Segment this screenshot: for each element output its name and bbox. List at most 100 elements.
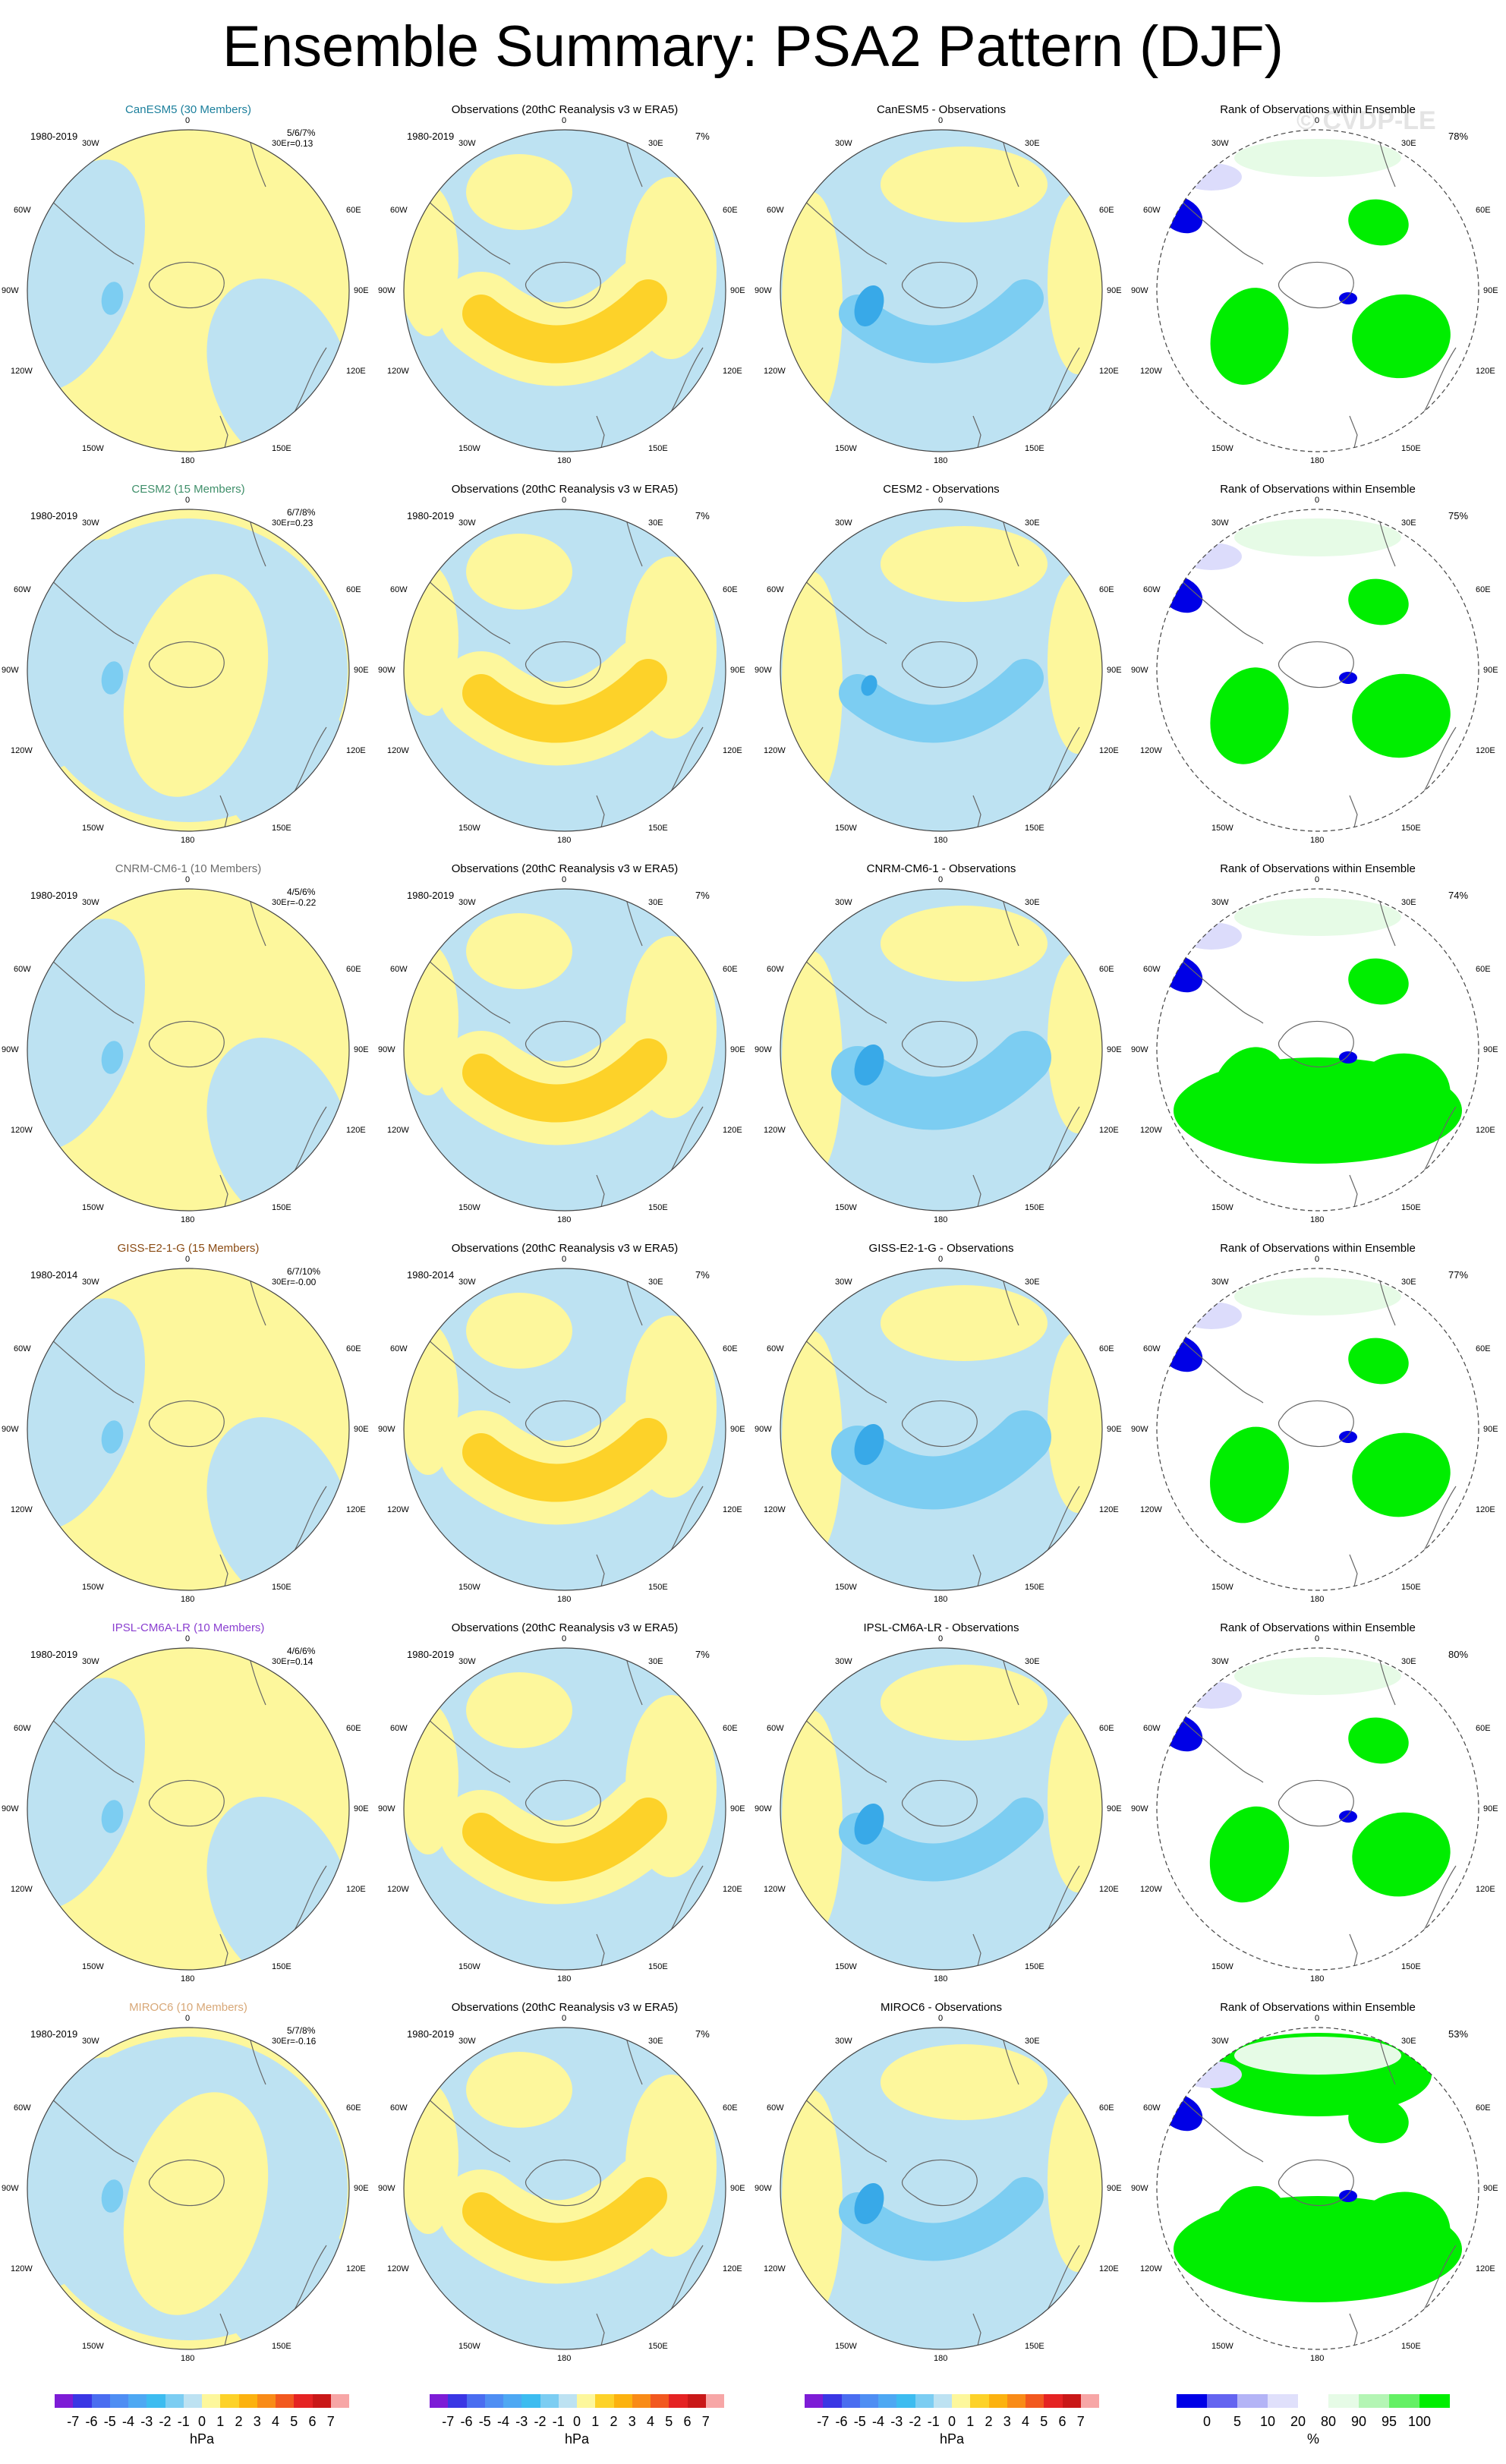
variance-spread: 4/5/6% [287, 887, 316, 897]
colorbar-swatch [257, 2394, 276, 2408]
longitude-label-left-lower: 120W [764, 746, 786, 755]
longitude-label-left: 90W [1131, 666, 1148, 675]
map-panel-model: MIROC6 (10 Members) 1980-2019 5/7/8% r=-0.1… [0, 1995, 376, 2376]
longitude-label-upper-right: 30E [272, 1278, 287, 1287]
australia-coastline [668, 2245, 704, 2314]
colorbar-swatch [202, 2394, 221, 2408]
longitude-label-bottom: 180 [934, 1974, 948, 1983]
map-panel-rank: Rank of Observations within Ensemble 74% 0… [1130, 856, 1506, 1237]
longitude-label-top: 0 [1315, 2014, 1320, 2023]
longitude-label-lower-right: 150E [1401, 824, 1421, 833]
map-boundary [403, 1647, 726, 1971]
longitude-label-left: 90W [2, 2184, 19, 2193]
polar-map [403, 888, 726, 1212]
colorbar-row: -7 -6 -5 -4 -3 -2 -1 0 1 2 3 4 5 6 7 hPa -7 -6 -5 -4 -3 -2 -1 0… [0, 2391, 1506, 2464]
map-field [27, 1268, 349, 1590]
new-zealand-coastline [1349, 2313, 1358, 2346]
antarctica-coastline [901, 261, 978, 309]
longitude-label-left-upper: 60W [767, 1344, 784, 1353]
longitude-label-right-upper: 60E [1476, 2103, 1491, 2113]
panel-title: Rank of Observations within Ensemble [1220, 1242, 1416, 1255]
longitude-label-left-upper: 60W [14, 1724, 31, 1733]
longitude-label-lower-left: 150W [458, 1962, 480, 1971]
analysis-period: 1980-2014 [30, 1269, 78, 1281]
longitude-label-left-upper: 60W [390, 2103, 408, 2113]
colorbar-swatch [669, 2394, 688, 2408]
new-zealand-coastline [596, 795, 605, 828]
map-boundary [27, 2027, 350, 2350]
longitude-label-left-upper: 60W [390, 206, 408, 215]
longitude-label-left-lower: 120W [387, 1505, 409, 1514]
colorbar-tick-label: 3 [253, 2414, 261, 2429]
longitude-label-lower-left: 150W [835, 1203, 857, 1212]
colorbar-swatch [823, 2394, 842, 2408]
longitude-label-upper-right: 30E [648, 139, 663, 148]
rank-percent: 74% [1448, 890, 1469, 901]
longitude-label-top: 0 [1315, 1634, 1320, 1643]
map-field [404, 2028, 726, 2349]
longitude-label-lower-left: 150W [458, 2342, 480, 2351]
panel-title: Rank of Observations within Ensemble [1220, 1621, 1416, 1634]
longitude-label-right-lower: 120E [1476, 1505, 1495, 1514]
antarctica-coastline [901, 1400, 978, 1448]
polar-map [403, 129, 726, 452]
high-rank-region [1348, 1717, 1409, 1764]
longitude-label-upper-left: 30W [1211, 1278, 1229, 1287]
high-rank-light-region [1234, 518, 1401, 556]
new-zealand-coastline [219, 1174, 228, 1208]
map-field [404, 509, 726, 831]
longitude-label-left: 90W [378, 286, 395, 295]
australia-coastline [668, 1486, 704, 1555]
panel-title: IPSL-CM6A-LR (10 Members) [112, 1621, 265, 1634]
longitude-label-left-upper: 60W [14, 2103, 31, 2113]
negative-anomaly-core [101, 1420, 124, 1454]
longitude-label-lower-right: 150E [1025, 1203, 1044, 1212]
variance-stats: 5/7/8% r=-0.16 [287, 2025, 316, 2047]
longitude-label-left-upper: 60W [1143, 585, 1161, 594]
longitude-label-right-lower: 120E [1476, 1126, 1495, 1135]
longitude-label-left-upper: 60W [767, 206, 784, 215]
longitude-label-left-lower: 120W [764, 1885, 786, 1894]
pattern-correlation: r=-0.22 [287, 897, 317, 908]
australia-coastline [668, 347, 704, 417]
analysis-period: 1980-2019 [30, 510, 78, 521]
negative-difference-band [839, 2177, 1044, 2261]
positive-difference-region [1048, 572, 1102, 754]
longitude-label-left-lower: 120W [1140, 1505, 1162, 1514]
colorbar-tick-label: 2 [985, 2414, 993, 2429]
longitude-label-left: 90W [755, 1045, 772, 1054]
variance-stats: 4/5/6% r=-0.22 [287, 887, 316, 908]
colorbar-tick-label: 0 [197, 2414, 206, 2429]
positive-anomaly-core [462, 1798, 667, 1882]
longitude-label-right-upper: 60E [1099, 585, 1114, 594]
map-boundary [27, 1647, 350, 1971]
australia-coastline [1044, 347, 1080, 417]
polar-map [403, 2027, 726, 2350]
longitude-label-left: 90W [2, 1045, 19, 1054]
high-rank-region [1348, 578, 1409, 625]
map-boundary [780, 1647, 1103, 1971]
longitude-label-top: 0 [562, 1255, 567, 1264]
longitude-label-upper-right: 30E [272, 1657, 287, 1666]
longitude-label-left-upper: 60W [390, 1724, 408, 1733]
longitude-label-lower-left: 150W [1211, 1203, 1233, 1212]
antarctica-coastline [148, 1400, 225, 1448]
colorbar-tick-label: -5 [478, 2414, 491, 2429]
observed-variance: 7% [695, 131, 710, 142]
colorbar-tick-label: -6 [85, 2414, 98, 2429]
polar-map [780, 1647, 1103, 1971]
colorbar-swatch [613, 2394, 632, 2408]
longitude-label-bottom: 180 [557, 1595, 572, 1604]
longitude-label-upper-left: 30W [1211, 139, 1229, 148]
map-boundary [780, 509, 1103, 832]
longitude-label-right-lower: 120E [346, 2264, 366, 2273]
longitude-label-right: 90E [730, 1804, 745, 1813]
longitude-label-lower-left: 150W [835, 1962, 857, 1971]
colorbar-tick-label: -2 [534, 2414, 547, 2429]
longitude-label-bottom: 180 [934, 2354, 948, 2363]
low-rank-light-region [1181, 922, 1242, 950]
longitude-label-lower-right: 150E [648, 444, 668, 453]
longitude-label-left: 90W [755, 286, 772, 295]
longitude-label-right-upper: 60E [346, 1724, 361, 1733]
longitude-label-right: 90E [730, 1045, 745, 1054]
